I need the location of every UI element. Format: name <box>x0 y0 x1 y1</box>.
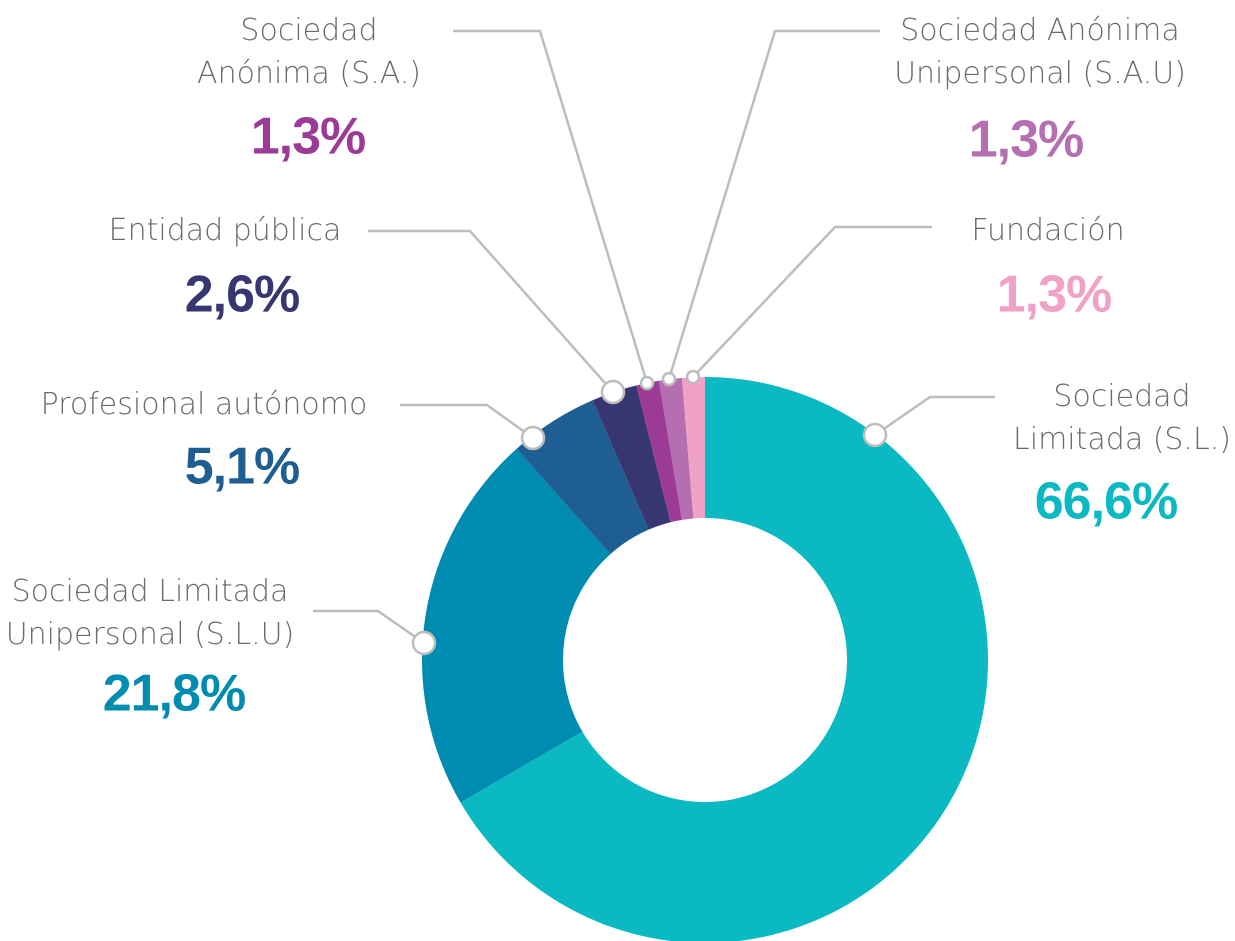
label-line: Sociedad Anónima <box>900 13 1180 48</box>
callout-marker <box>862 422 888 448</box>
callout-marker <box>411 630 437 656</box>
callout-marker <box>639 375 655 391</box>
callout-marker <box>520 425 546 451</box>
donut-slice <box>592 385 671 530</box>
label-line: Fundación <box>971 213 1124 248</box>
donut-slice <box>658 377 694 520</box>
callout-line <box>874 395 995 437</box>
label-line: Sociedad <box>1053 379 1190 414</box>
value-label: 1,3% <box>997 266 1112 324</box>
label-line: Profesional autónomo <box>41 387 368 422</box>
donut-slice <box>681 377 705 519</box>
slice-label: Sociedad Anónima (S.A.) <box>197 13 421 91</box>
callout-marker <box>661 371 677 387</box>
donut-slice <box>421 448 611 803</box>
label-line: Sociedad Limitada <box>12 574 289 609</box>
label-line: Limitada (S.L.) <box>1013 422 1231 457</box>
slice-label: Sociedad Anónima Unipersonal (S.A.U) <box>894 13 1186 91</box>
callout-line <box>400 403 534 440</box>
value-label: 5,1% <box>185 438 300 496</box>
label-line: Entidad pública <box>109 213 342 248</box>
donut-slice <box>636 380 682 523</box>
label-line: Sociedad <box>240 13 377 48</box>
slice-label: Fundación <box>971 213 1124 248</box>
value-label: 1,3% <box>251 108 366 166</box>
callout-line <box>368 229 614 393</box>
label-line: Unipersonal (S.A.U) <box>894 56 1186 91</box>
slice-label: Entidad pública <box>109 213 342 248</box>
callout-line <box>313 609 425 645</box>
label-line: Anónima (S.A.) <box>197 56 421 91</box>
value-label: 66,6% <box>1035 473 1177 531</box>
value-label: 2,6% <box>185 266 300 324</box>
callout-marker <box>600 379 626 405</box>
callout-line <box>667 29 880 380</box>
callout-line <box>692 225 932 378</box>
value-label: 1,3% <box>969 111 1084 169</box>
callout-marker <box>685 369 701 385</box>
donut-slice <box>460 377 988 941</box>
slice-label: Profesional autónomo <box>41 387 368 422</box>
value-label: 21,8% <box>103 665 245 723</box>
donut-slice <box>516 400 649 555</box>
callout-line <box>453 29 649 384</box>
label-line: Unipersonal (S.L.U) <box>6 617 295 652</box>
slice-label: Sociedad Limitada (S.L.) <box>1013 379 1231 457</box>
slice-label: Sociedad Limitada Unipersonal (S.L.U) <box>6 574 295 652</box>
